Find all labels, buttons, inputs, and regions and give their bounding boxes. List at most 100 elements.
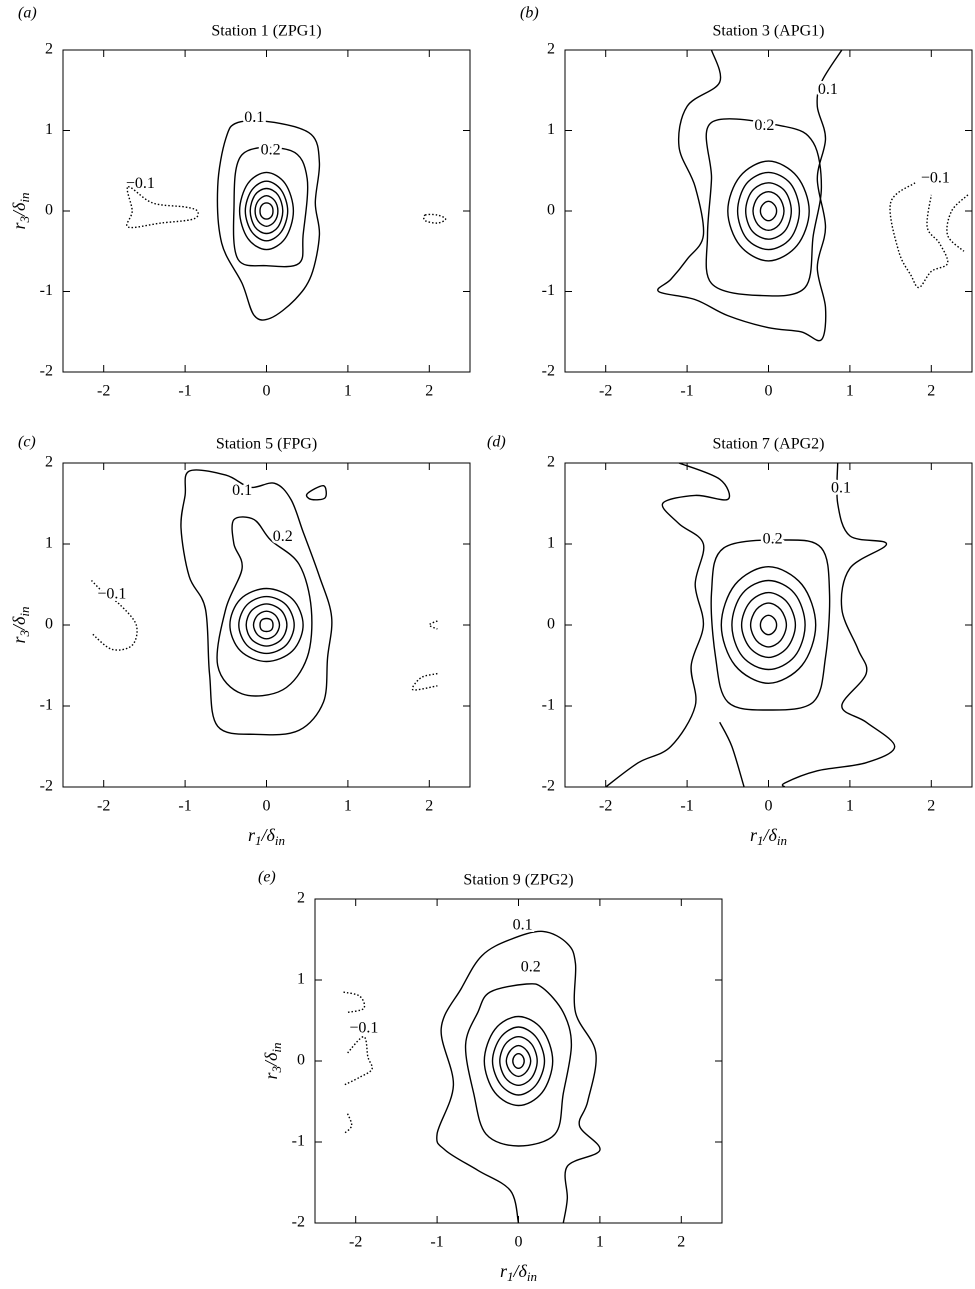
plot-frame	[564, 462, 973, 788]
contour-line	[343, 991, 366, 1014]
y-axis-label: r3/δin	[9, 606, 32, 643]
y-tick-label: -2	[292, 1214, 305, 1231]
panel-title: Station 1 (ZPG1)	[211, 23, 321, 40]
contour-label: 0.2	[763, 531, 783, 548]
x-tick-label: -2	[349, 1234, 362, 1251]
y-tick-label: 2	[45, 41, 53, 58]
contour-label: 0.1	[232, 482, 252, 499]
contour-line	[736, 171, 801, 251]
y-tick-label: -2	[542, 778, 555, 795]
y-tick-label: 0	[297, 1052, 305, 1069]
label-part: /δ	[513, 1261, 528, 1281]
contour-line	[749, 602, 788, 648]
contour-line	[91, 580, 138, 651]
contour-line	[464, 983, 573, 1147]
y-tick-label: 1	[547, 121, 555, 138]
y-axis-label: r3/δin	[9, 192, 32, 229]
label-part: 3	[17, 629, 32, 637]
contour-label: 0.1	[244, 109, 264, 126]
contour-label: −0.1	[349, 1019, 378, 1036]
y-tick-label: 1	[45, 535, 53, 552]
label-part: 3	[17, 215, 32, 223]
contour-line	[254, 194, 279, 228]
contour-line	[343, 1113, 353, 1135]
x-tick-label: 2	[425, 383, 433, 400]
contour-line	[657, 49, 843, 342]
x-tick-label: -2	[97, 798, 110, 815]
panel-label: (c)	[18, 434, 36, 451]
contour-line	[343, 1036, 373, 1086]
x-tick-label: 0	[515, 1234, 523, 1251]
y-tick-label: -1	[40, 697, 53, 714]
y-tick-label: 1	[45, 121, 53, 138]
y-tick-label: 0	[45, 202, 53, 219]
x-tick-label: 1	[846, 383, 854, 400]
plot-frame	[62, 462, 471, 788]
contour-line	[428, 620, 438, 630]
y-tick-label: 2	[297, 890, 305, 907]
contour-line	[249, 187, 284, 235]
contour-line	[744, 182, 793, 240]
x-tick-label: -1	[680, 383, 693, 400]
label-part: /δ	[261, 825, 276, 845]
contour-line	[740, 591, 797, 659]
contour-line	[605, 462, 731, 788]
x-tick-label: 0	[263, 383, 271, 400]
contour-line	[727, 160, 810, 262]
label-part: in	[17, 192, 32, 202]
x-axis-label: r1/δin	[500, 1261, 537, 1284]
panel-label: (e)	[258, 869, 276, 886]
contour-line	[238, 171, 295, 251]
contour-line	[436, 930, 601, 1224]
x-tick-label: 0	[765, 383, 773, 400]
contour-label: 0.1	[818, 81, 838, 98]
y-tick-label: 0	[45, 616, 53, 633]
y-tick-label: -1	[40, 282, 53, 299]
y-tick-label: 1	[297, 971, 305, 988]
x-tick-label: -1	[178, 798, 191, 815]
contour-label: 0.1	[513, 916, 533, 933]
y-tick-label: -2	[40, 363, 53, 380]
contour-line	[411, 672, 438, 691]
contour-label: 0.2	[521, 959, 541, 976]
x-tick-label: -1	[680, 798, 693, 815]
y-tick-label: 2	[547, 454, 555, 471]
label-part: in	[17, 606, 32, 616]
contour-line	[889, 182, 949, 289]
x-tick-label: -1	[430, 1234, 443, 1251]
label-part: r	[261, 1072, 281, 1080]
panel-title: Station 3 (APG1)	[713, 23, 825, 40]
x-tick-label: 1	[596, 1234, 604, 1251]
x-tick-label: 2	[677, 1234, 685, 1251]
x-tick-label: 0	[765, 798, 773, 815]
plot-frame	[314, 898, 723, 1224]
contour-line	[216, 516, 313, 697]
contour-line	[245, 603, 288, 647]
contour-line	[180, 469, 333, 736]
contour-label: −0.1	[921, 169, 950, 186]
contour-line	[781, 462, 896, 788]
panel-title: Station 5 (FPG)	[216, 436, 317, 453]
label-part: in	[777, 833, 787, 848]
label-part: r	[500, 1261, 508, 1281]
label-part: r	[750, 825, 758, 845]
x-tick-label: -2	[599, 383, 612, 400]
y-tick-label: -2	[542, 363, 555, 380]
contour-line	[759, 614, 778, 636]
contour-label: 0.1	[831, 480, 851, 497]
y-tick-label: -1	[542, 697, 555, 714]
y-tick-label: -2	[40, 778, 53, 795]
label-part: 1	[255, 833, 262, 848]
x-tick-label: 2	[425, 798, 433, 815]
y-tick-label: -1	[292, 1133, 305, 1150]
contour-line	[719, 721, 745, 788]
contour-line	[305, 484, 327, 501]
label-part: /δ	[9, 202, 29, 217]
contour-label: 0.2	[754, 117, 774, 134]
contour-line	[512, 1052, 525, 1070]
label-part: 1	[757, 833, 764, 848]
contour-line	[710, 539, 831, 711]
label-part: /δ	[9, 616, 29, 631]
y-axis-label: r3/δin	[261, 1042, 284, 1079]
